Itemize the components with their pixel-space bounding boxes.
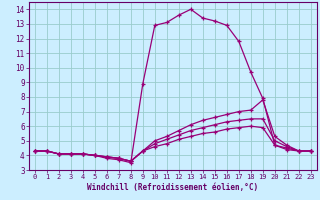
X-axis label: Windchill (Refroidissement éolien,°C): Windchill (Refroidissement éolien,°C) (87, 183, 258, 192)
